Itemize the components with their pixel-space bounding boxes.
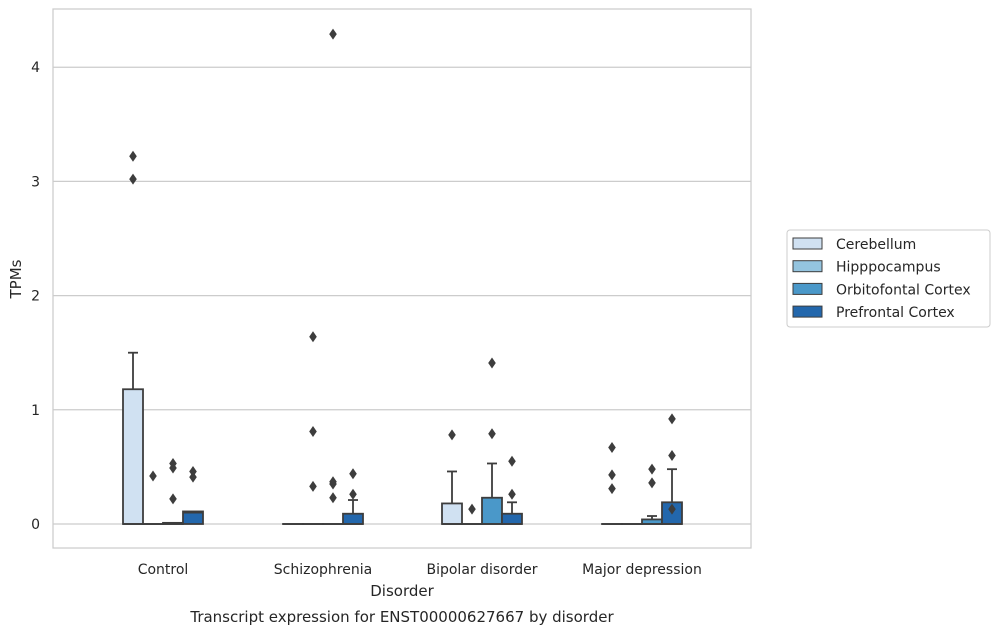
outlier-point: [329, 476, 337, 488]
outlier-point: [349, 468, 357, 480]
outlier-point: [169, 457, 177, 469]
chart-title: Transcript expression for ENST0000062766…: [189, 608, 614, 626]
outliers: [129, 28, 676, 515]
legend-label: Cerebellum: [836, 237, 916, 253]
box: [182, 510, 204, 525]
legend-swatch: [792, 260, 823, 273]
outlier-point: [488, 357, 496, 369]
legend: Cerebellum Hipppocampus Orbitofontal Corte…: [786, 229, 991, 328]
y-tick-label: 0: [31, 517, 40, 533]
outlier-point: [149, 470, 157, 482]
outlier-point: [189, 471, 197, 483]
y-tick-label: 4: [31, 60, 40, 76]
outlier-point: [129, 150, 137, 162]
y-tick-labels: 0 1 2 3 4: [31, 60, 40, 533]
outlier-point: [468, 503, 476, 515]
outlier-point: [329, 28, 337, 40]
gridlines: [53, 66, 751, 525]
x-axis-label: Disorder: [370, 582, 434, 600]
outlier-point: [608, 441, 616, 453]
plot-frame: [52, 8, 752, 549]
legend-label: Hipppocampus: [836, 260, 941, 276]
outlier-point: [668, 449, 676, 461]
box: [501, 512, 523, 525]
x-tick-label: Bipolar disorder: [426, 562, 537, 578]
outlier-point: [169, 493, 177, 505]
outlier-point: [508, 455, 516, 467]
legend-label: Orbitofontal Cortex: [836, 282, 971, 298]
legend-label: Prefrontal Cortex: [836, 305, 955, 321]
outlier-point: [508, 488, 516, 500]
outlier-point: [608, 469, 616, 481]
outlier-point: [129, 173, 137, 185]
outlier-point: [648, 477, 656, 489]
x-tick-labels: Control Schizophrenia Bipolar disorder Majo…: [138, 562, 702, 578]
x-tick-label: Major depression: [582, 562, 702, 578]
outlier-point: [309, 425, 317, 437]
box: [481, 496, 503, 525]
legend-swatch: [792, 305, 823, 318]
outlier-point: [648, 463, 656, 475]
x-tick-label: Control: [138, 562, 189, 578]
y-tick-label: 3: [31, 174, 40, 190]
box: [122, 388, 144, 525]
outlier-point: [189, 465, 197, 477]
y-axis-label: TPMs: [7, 259, 25, 299]
outlier-point: [608, 483, 616, 495]
outlier-point: [668, 503, 676, 515]
outlier-point: [668, 413, 676, 425]
outlier-point: [309, 480, 317, 492]
x-tick-label: Schizophrenia: [274, 562, 372, 578]
legend-swatch: [792, 237, 823, 250]
box: [342, 512, 364, 525]
outlier-point: [329, 492, 337, 504]
outlier-point: [309, 331, 317, 343]
y-tick-label: 1: [31, 403, 40, 419]
outlier-point: [448, 429, 456, 441]
outlier-point: [488, 428, 496, 440]
outlier-point: [349, 488, 357, 500]
legend-swatch: [792, 282, 823, 295]
box: [441, 502, 463, 525]
boxes: [122, 351, 683, 525]
y-tick-label: 2: [31, 289, 40, 305]
legend-frame: [786, 229, 991, 328]
